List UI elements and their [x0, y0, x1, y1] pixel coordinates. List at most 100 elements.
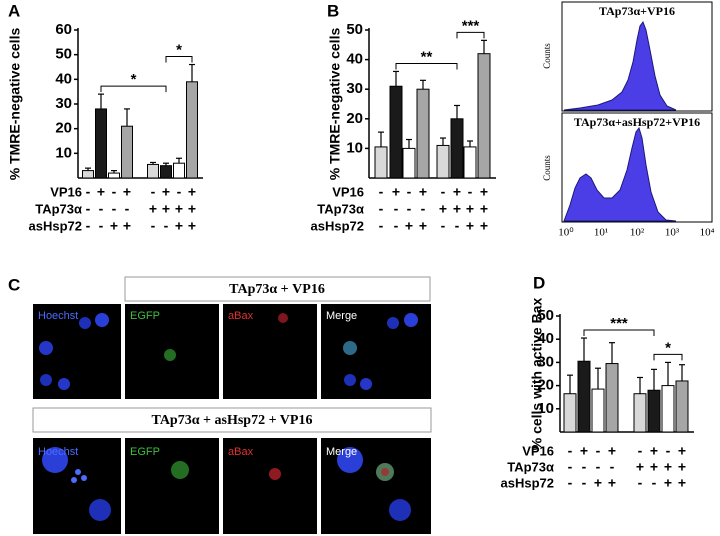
- y-tick-label: 40: [55, 70, 72, 87]
- flow-x-tick-label: 10¹: [594, 227, 608, 239]
- micrograph: [125, 438, 219, 534]
- bar: [402, 147, 416, 179]
- significance-bracket: [653, 353, 683, 361]
- condition-sign: -: [568, 475, 573, 491]
- significance-bracket: [456, 31, 485, 39]
- condition-sign: +: [110, 218, 118, 234]
- condition-sign: -: [666, 443, 671, 459]
- y-tick-label: 30: [346, 80, 363, 97]
- condition-sign: +: [678, 443, 686, 459]
- condition-sign: -: [568, 443, 573, 459]
- condition-sign: -: [99, 201, 104, 217]
- significance-bracket: [583, 329, 655, 337]
- y-axis-label: % TMRE-negative cells: [7, 28, 23, 181]
- channel-label: Hoechst: [38, 446, 78, 458]
- condition-sign: -: [394, 218, 399, 234]
- condition-sign: +: [419, 218, 427, 234]
- condition-sign: -: [441, 218, 446, 234]
- condition-sign: +: [678, 475, 686, 491]
- condition-box: [32, 407, 432, 433]
- significance-label: ***: [610, 315, 628, 332]
- condition-sign: -: [638, 443, 643, 459]
- micrograph: [223, 304, 317, 399]
- condition-sign: +: [453, 184, 461, 200]
- condition-sign: +: [480, 201, 488, 217]
- y-tick-label: 20: [346, 110, 363, 127]
- y-tick-label: 50: [346, 21, 363, 38]
- condition-sign: +: [664, 459, 672, 475]
- condition-label: VP16: [50, 184, 82, 199]
- condition-sign: +: [175, 218, 183, 234]
- condition-sign: -: [596, 459, 601, 475]
- flow-x-tick-label: 10⁴: [700, 227, 715, 239]
- significance-bracket: [395, 62, 458, 70]
- y-axis-label: % cells with active Bax: [529, 298, 545, 451]
- y-tick-label: 30: [55, 95, 72, 112]
- condition-sign: +: [419, 184, 427, 200]
- channel-label: EGFP: [130, 310, 160, 322]
- condition-sign: -: [441, 184, 446, 200]
- bar: [605, 363, 619, 433]
- bar: [416, 88, 430, 179]
- flow-x-tick-label: 10³: [665, 227, 680, 239]
- y-tick-label: 10: [537, 400, 554, 417]
- panel-label: D: [533, 273, 545, 292]
- condition-sign: +: [188, 218, 196, 234]
- bar: [147, 163, 159, 179]
- condition-sign: +: [650, 459, 658, 475]
- condition-sign: +: [480, 218, 488, 234]
- condition-sign: -: [638, 475, 643, 491]
- condition-sign: +: [608, 443, 616, 459]
- condition-title: TAp73α + VP16: [229, 282, 325, 297]
- y-tick-label: 40: [346, 51, 363, 68]
- condition-sign: -: [164, 218, 169, 234]
- condition-sign: -: [394, 201, 399, 217]
- condition-label: VP16: [332, 184, 364, 199]
- y-tick-label: 40: [537, 330, 554, 347]
- condition-sign: -: [86, 184, 91, 200]
- condition-sign: +: [453, 201, 461, 217]
- y-tick-label: 10: [55, 144, 72, 161]
- panel-label: A: [8, 1, 20, 20]
- y-tick-label: 20: [537, 377, 554, 394]
- condition-sign: +: [188, 184, 196, 200]
- condition-sign: -: [610, 459, 615, 475]
- flow-x-tick-label: 10²: [630, 227, 645, 239]
- condition-sign: +: [175, 201, 183, 217]
- condition-sign: -: [86, 201, 91, 217]
- condition-box: [124, 276, 431, 302]
- condition-sign: -: [407, 201, 412, 217]
- bar: [477, 53, 491, 179]
- flow-x-tick-label: 10⁰: [558, 227, 574, 239]
- condition-sign: +: [664, 475, 672, 491]
- significance-label: **: [421, 48, 433, 65]
- condition-sign: +: [480, 184, 488, 200]
- condition-sign: +: [162, 201, 170, 217]
- significance-bracket: [100, 85, 167, 93]
- condition-sign: +: [439, 201, 447, 217]
- condition-label: VP16: [522, 443, 554, 458]
- bar: [121, 125, 133, 179]
- bar: [661, 385, 675, 433]
- bar: [577, 360, 591, 433]
- condition-label: asHsp72: [29, 218, 82, 233]
- condition-sign: +: [97, 184, 105, 200]
- significance-label: ***: [462, 17, 480, 34]
- bar: [463, 146, 477, 179]
- flow-title: TAp73α+asHsp72+VP16: [574, 115, 700, 129]
- bar: [108, 172, 120, 179]
- bar: [173, 162, 185, 179]
- condition-label: asHsp72: [311, 218, 364, 233]
- condition-sign: -: [99, 218, 104, 234]
- condition-sign: -: [455, 218, 460, 234]
- condition-sign: +: [580, 443, 588, 459]
- condition-sign: +: [650, 443, 658, 459]
- condition-sign: -: [151, 184, 156, 200]
- condition-sign: -: [86, 218, 91, 234]
- condition-sign: -: [151, 218, 156, 234]
- bar: [647, 389, 661, 433]
- condition-label: TAp73α: [507, 459, 554, 474]
- micrograph: [223, 438, 317, 534]
